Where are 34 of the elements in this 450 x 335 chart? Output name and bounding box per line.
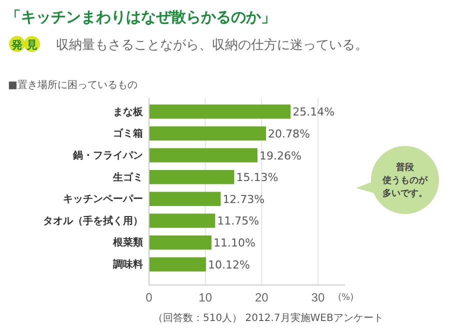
x-axis-title: (%) [338,293,354,303]
data-label: 15.13% [236,171,278,184]
data-label: 20.78% [268,127,310,140]
y-tick-label: 生ゴミ [112,171,143,184]
data-label: 10.12% [208,258,250,272]
bar [149,257,206,272]
text: （回答数：510人） 2012.7月実施WEBアンケート [153,312,384,324]
text: ■置き場所に困っているもの [8,79,138,91]
bar [149,148,258,162]
y-tick-label: タオル（手を拭く用） [43,214,143,227]
bar [149,104,291,119]
bar [149,214,216,228]
bar [149,235,212,250]
bar [149,126,266,141]
y-tick-label: 調味料 [112,258,143,271]
y-tick-label: 鍋・フライパン [72,149,143,162]
x-tick-label: 20 [254,290,269,305]
data-label: 11.75% [217,214,260,228]
y-tick-label: キッチンペーパー [63,194,143,206]
x-tick-label: 30 [311,290,325,305]
y-tick-label: 根菜類 [112,236,143,249]
text: 普段使うものが多いです。 [382,161,428,199]
y-tick-label: まな板 [113,106,144,118]
chart-subtitle: 収納量もさることながら、収納の仕方に迷っている。 [56,37,368,53]
chart-title: 「キッチンまわりはなぜ散らかるのか」 [6,8,276,26]
y-tick-label: ゴミ箱 [113,128,143,140]
data-label: 19.26% [259,149,302,162]
data-label: 25.14% [292,106,335,119]
data-label: 11.10% [214,236,256,250]
x-tick-label: 0 [146,290,153,305]
bar [149,192,221,206]
bar [149,170,234,184]
x-tick-label: 10 [198,290,212,305]
data-label: 12.73% [222,192,265,206]
